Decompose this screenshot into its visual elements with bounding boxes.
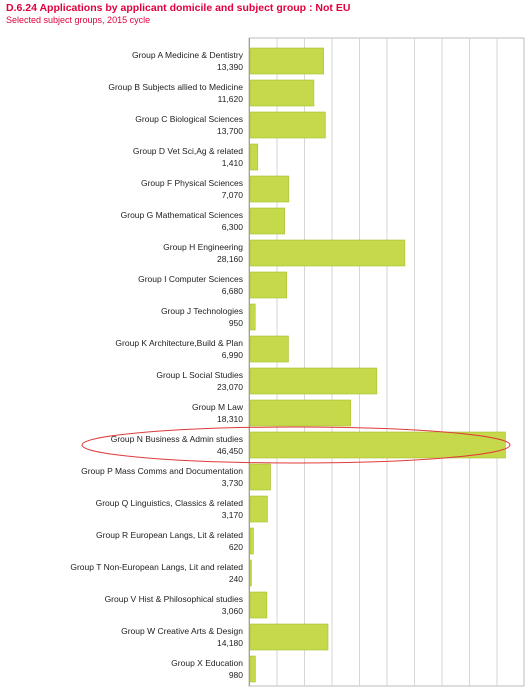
bar-17 <box>249 559 252 587</box>
bar-16 <box>249 527 254 555</box>
bar-2 <box>249 79 315 107</box>
bar-6 <box>249 207 285 235</box>
bar-15 <box>249 495 268 523</box>
value-label: 23,070 <box>217 382 243 392</box>
value-label: 28,160 <box>217 254 243 264</box>
chart-title: D.6.24 Applications by applicant domicil… <box>6 2 351 14</box>
category-label: Group A Medicine & Dentistry <box>132 50 244 60</box>
value-label: 14,180 <box>217 638 243 648</box>
category-label: Group T Non-European Langs, Lit and rela… <box>70 562 243 572</box>
value-label: 3,060 <box>222 606 244 616</box>
value-label: 11,620 <box>218 94 244 104</box>
category-label: Group D Vet Sci,Ag & related <box>133 146 243 156</box>
category-label: Group V Hist & Philosophical studies <box>105 594 243 604</box>
bar-12 <box>249 399 352 427</box>
value-label: 46,450 <box>217 446 243 456</box>
bar-11 <box>249 367 378 395</box>
category-label: Group W Creative Arts & Design <box>121 626 243 636</box>
category-label: Group B Subjects allied to Medicine <box>108 82 243 92</box>
category-label: Group X Education <box>171 658 243 668</box>
bar-5 <box>249 175 290 203</box>
category-label: Group Q Linguistics, Classics & related <box>96 498 244 508</box>
bar-20 <box>249 655 256 683</box>
category-label: Group I Computer Sciences <box>138 274 243 284</box>
category-label: Group R European Langs, Lit & related <box>96 530 243 540</box>
bar-18 <box>249 591 268 619</box>
category-label: Group N Business & Admin studies <box>111 434 243 444</box>
value-label: 980 <box>229 670 243 680</box>
value-label: 620 <box>229 542 243 552</box>
category-label: Group K Architecture,Build & Plan <box>115 338 243 348</box>
bar-13 <box>249 431 506 459</box>
category-label: Group H Engineering <box>163 242 243 252</box>
bar-19 <box>249 623 329 651</box>
category-label: Group L Social Studies <box>156 370 243 380</box>
category-label: Group J Technologies <box>161 306 243 316</box>
category-label: Group M Law <box>192 402 244 412</box>
bar-8 <box>249 271 288 299</box>
bar-10 <box>249 335 289 363</box>
value-label: 3,170 <box>222 510 244 520</box>
value-label: 1,410 <box>222 158 244 168</box>
bar-4 <box>249 143 259 171</box>
bar-3 <box>249 111 326 139</box>
value-label: 6,300 <box>222 222 244 232</box>
value-label: 950 <box>229 318 243 328</box>
value-label: 13,700 <box>217 126 243 136</box>
category-label: Group P Mass Comms and Documentation <box>81 466 243 476</box>
value-label: 18,310 <box>217 414 243 424</box>
value-label: 7,070 <box>222 190 244 200</box>
value-label: 13,390 <box>217 62 243 72</box>
chart-subtitle: Selected subject groups, 2015 cycle <box>6 15 151 25</box>
value-label: 240 <box>229 574 243 584</box>
value-label: 3,730 <box>222 478 244 488</box>
bar-1 <box>249 47 324 75</box>
bar-7 <box>249 239 406 267</box>
value-label: 6,990 <box>222 350 244 360</box>
category-label: Group F Physical Sciences <box>141 178 243 188</box>
bar-9 <box>249 303 256 331</box>
bar-14 <box>249 463 271 491</box>
highlight-ellipse <box>81 426 511 464</box>
category-label: Group G Mathematical Sciences <box>121 210 243 220</box>
category-label: Group C Biological Sciences <box>135 114 243 124</box>
value-label: 6,680 <box>222 286 244 296</box>
